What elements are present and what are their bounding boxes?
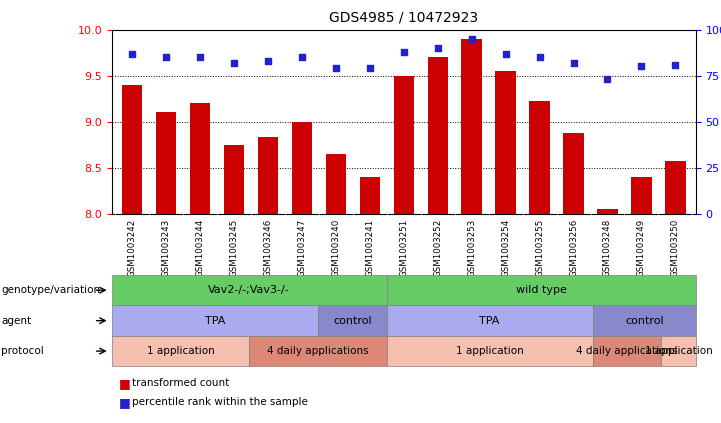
Text: GSM1003246: GSM1003246	[263, 219, 273, 277]
Bar	[156, 113, 176, 214]
Bar	[428, 57, 448, 214]
Bar	[122, 85, 142, 214]
Bar	[597, 209, 618, 214]
Text: GSM1003250: GSM1003250	[671, 219, 680, 277]
Bar	[461, 39, 482, 214]
Text: GSM1003251: GSM1003251	[399, 219, 408, 277]
Bar	[495, 71, 516, 214]
Text: GSM1003254: GSM1003254	[501, 219, 510, 277]
Point	[194, 54, 205, 60]
Text: GSM1003240: GSM1003240	[332, 219, 340, 277]
Bar	[258, 137, 278, 214]
Point	[466, 36, 477, 42]
Text: GSM1003249: GSM1003249	[637, 219, 646, 277]
Point	[229, 59, 240, 66]
Text: 1 application: 1 application	[645, 346, 712, 356]
Point	[432, 45, 443, 52]
Text: GSM1003248: GSM1003248	[603, 219, 612, 277]
Text: GSM1003245: GSM1003245	[229, 219, 239, 277]
Text: control: control	[333, 316, 371, 326]
Text: 4 daily applications: 4 daily applications	[576, 346, 678, 356]
Text: GDS4985 / 10472923: GDS4985 / 10472923	[329, 11, 478, 25]
Text: genotype/variation: genotype/variation	[1, 285, 100, 295]
Text: TPA: TPA	[479, 316, 500, 326]
Point	[364, 65, 376, 71]
Text: TPA: TPA	[205, 316, 225, 326]
Text: GSM1003253: GSM1003253	[467, 219, 476, 277]
Point	[602, 76, 614, 82]
Text: 4 daily applications: 4 daily applications	[267, 346, 368, 356]
Point	[330, 65, 342, 71]
Bar	[632, 177, 652, 214]
Text: agent: agent	[1, 316, 32, 326]
Text: percentile rank within the sample: percentile rank within the sample	[132, 397, 308, 407]
Bar	[563, 133, 584, 214]
Text: ■: ■	[119, 396, 131, 409]
Bar	[326, 154, 346, 214]
Text: protocol: protocol	[1, 346, 44, 356]
Point	[262, 58, 274, 64]
Point	[126, 50, 138, 57]
Point	[567, 59, 579, 66]
Text: 1 application: 1 application	[456, 346, 523, 356]
Point	[670, 61, 681, 68]
Text: 1 application: 1 application	[146, 346, 214, 356]
Point	[398, 48, 410, 55]
Text: GSM1003244: GSM1003244	[195, 219, 205, 277]
Text: GSM1003243: GSM1003243	[162, 219, 171, 277]
Text: GSM1003242: GSM1003242	[128, 219, 136, 277]
Bar	[190, 103, 211, 214]
Point	[534, 54, 545, 60]
Bar	[529, 102, 549, 214]
Text: control: control	[625, 316, 663, 326]
Point	[296, 54, 308, 60]
Point	[500, 50, 511, 57]
Bar	[292, 122, 312, 214]
Text: GSM1003252: GSM1003252	[433, 219, 442, 277]
Bar	[224, 145, 244, 214]
Text: GSM1003241: GSM1003241	[366, 219, 374, 277]
Bar	[394, 76, 414, 214]
Bar	[665, 161, 686, 214]
Point	[636, 63, 647, 70]
Point	[160, 54, 172, 60]
Text: GSM1003247: GSM1003247	[297, 219, 306, 277]
Bar	[360, 177, 380, 214]
Text: ■: ■	[119, 377, 131, 390]
Text: GSM1003256: GSM1003256	[569, 219, 578, 277]
Text: GSM1003255: GSM1003255	[535, 219, 544, 277]
Text: transformed count: transformed count	[132, 378, 229, 388]
Text: Vav2-/-;Vav3-/-: Vav2-/-;Vav3-/-	[208, 285, 290, 295]
Text: wild type: wild type	[516, 285, 567, 295]
